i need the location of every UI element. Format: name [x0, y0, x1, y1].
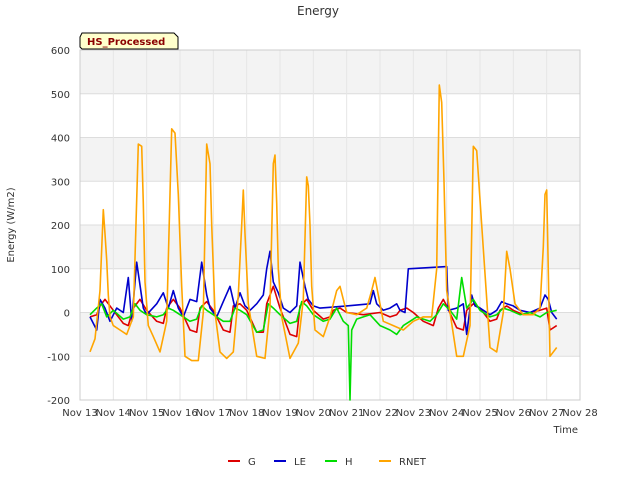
y-axis-ticks: -200 -100 0 100 200 300 400 500 600: [47, 46, 70, 407]
x-tick-label: Nov 27: [529, 408, 564, 419]
y-tick-label: 400: [51, 134, 70, 145]
series-lines: [89, 84, 558, 401]
y-tick-label: 300: [51, 177, 70, 188]
badge-background: [79, 32, 179, 50]
x-tick-label: Nov 14: [96, 408, 131, 419]
legend-label: LE: [294, 457, 306, 468]
x-tick-label: Nov 24: [429, 408, 464, 419]
y-tick-label: 600: [51, 46, 70, 57]
y-tick-label: 0: [64, 309, 70, 320]
badge-label: HS_Processed: [87, 37, 165, 48]
series-line-h: [89, 276, 557, 401]
legend-item-h: H: [325, 457, 353, 468]
x-tick-label: Nov 19: [262, 408, 297, 419]
legend-item-g: G: [228, 457, 256, 468]
legend-label: RNET: [399, 457, 427, 468]
y-tick-label: -100: [47, 352, 70, 363]
legend-label: G: [248, 457, 256, 468]
x-tick-label: Nov 20: [296, 408, 331, 419]
plot-band: [80, 137, 580, 182]
processed-badge: HS_Processed: [79, 32, 179, 50]
y-tick-label: 500: [51, 90, 70, 101]
plot-band: [80, 225, 580, 269]
x-tick-label: Nov 26: [496, 408, 531, 419]
y-tick-label: -200: [47, 396, 70, 407]
legend: G LE H RNET: [228, 457, 427, 468]
x-tick-label: Nov 18: [229, 408, 264, 419]
chart-title: Energy: [297, 4, 339, 18]
x-tick-label: Nov 23: [396, 408, 431, 419]
x-tick-label: Nov 22: [362, 408, 397, 419]
plot-band: [80, 50, 580, 94]
x-tick-label: Nov 13: [62, 408, 97, 419]
x-tick-label: Nov 17: [196, 408, 231, 419]
y-axis-title: Energy (W/m2): [6, 187, 17, 262]
plot-border: [79, 49, 581, 401]
y-tick-label: 100: [51, 265, 70, 276]
x-tick-label: Nov 21: [329, 408, 364, 419]
y-tick-label: 200: [51, 221, 70, 232]
x-axis-title: Time: [553, 425, 578, 436]
x-tick-label: Nov 16: [162, 408, 197, 419]
legend-item-le: LE: [274, 457, 306, 468]
x-tick-label: Nov 15: [129, 408, 164, 419]
series-line-rnet: [89, 84, 558, 362]
grid-lines: [79, 49, 581, 401]
x-tick-label: Nov 25: [462, 408, 497, 419]
x-tick-label: Nov 28: [562, 408, 597, 419]
legend-label: H: [345, 457, 353, 468]
legend-item-rnet: RNET: [379, 457, 427, 468]
